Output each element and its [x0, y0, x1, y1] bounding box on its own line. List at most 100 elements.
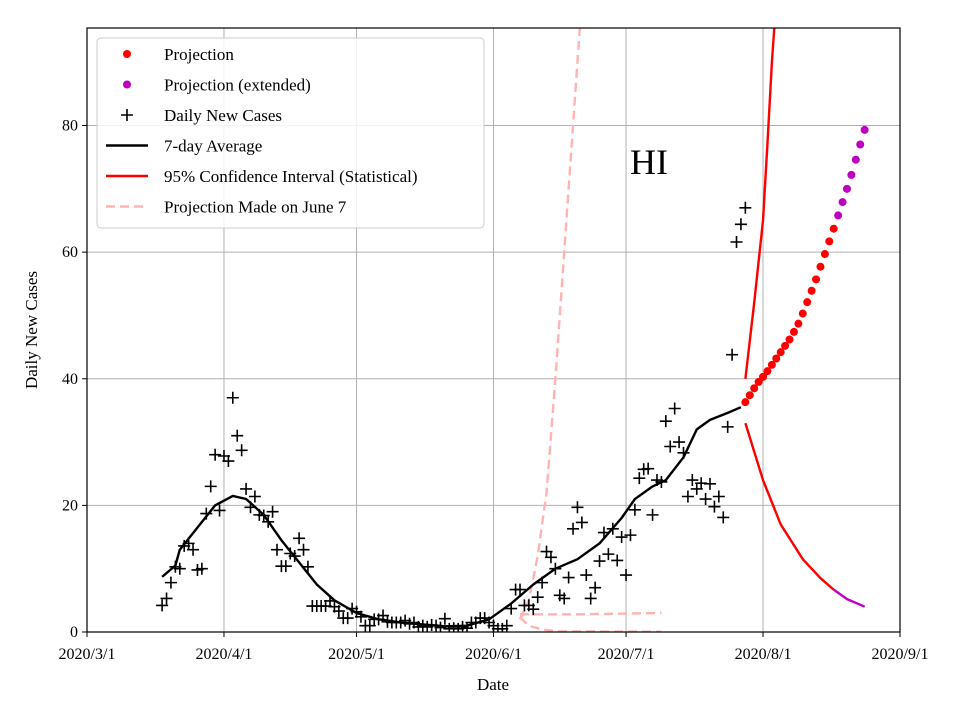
projection-extended-point: [856, 140, 865, 149]
daily-case-point: [438, 612, 451, 625]
x-axis-label: Date: [477, 675, 509, 694]
daily-case-point: [624, 529, 637, 542]
y-tick-label: 20: [62, 497, 78, 514]
daily-case-point: [739, 201, 752, 214]
projection-point: [820, 250, 829, 259]
daily-case-point: [704, 477, 717, 490]
legend-daily-new-cases-label: Daily New Cases: [164, 106, 282, 125]
projection-point: [776, 348, 785, 357]
seven-day-average-line: [161, 406, 742, 628]
x-tick-label: 2020/9/1: [872, 646, 929, 663]
projection-point: [825, 237, 834, 246]
series-layer: [156, 28, 869, 632]
projection-point: [798, 309, 807, 318]
daily-case-point: [531, 591, 544, 604]
legend-seven-day-average-label: 7-day Average: [164, 137, 262, 156]
daily-case-point: [664, 440, 677, 453]
legend-projection-extended-marker: [123, 80, 131, 89]
y-tick-label: 60: [62, 244, 78, 261]
daily-case-point: [544, 551, 557, 564]
daily-case-point: [156, 599, 169, 612]
daily-case-point: [222, 455, 235, 468]
daily-case-point: [363, 619, 376, 632]
daily-case-point: [231, 429, 244, 442]
daily-case-point: [164, 576, 177, 589]
y-tick-label: 0: [70, 624, 78, 641]
projection-point: [785, 335, 794, 344]
daily-case-point: [226, 391, 239, 404]
daily-case-point: [248, 490, 261, 503]
daily-case-point: [708, 500, 721, 513]
daily-case-point: [562, 571, 575, 584]
daily-case-point: [589, 581, 602, 594]
daily-case-point: [633, 472, 646, 485]
daily-case-point: [699, 493, 712, 506]
june7-projection-lower-line: [519, 616, 662, 632]
projection-extended-point: [847, 170, 856, 179]
daily-case-point: [580, 569, 593, 582]
daily-case-point: [244, 501, 257, 514]
daily-case-point: [354, 610, 367, 623]
daily-case-point: [332, 605, 345, 618]
legend-projection-marker: [123, 50, 131, 58]
daily-case-point: [266, 505, 279, 518]
projection-extended-point: [834, 211, 843, 220]
projection-point: [794, 319, 803, 328]
daily-case-point: [213, 504, 226, 517]
daily-case-point: [182, 537, 195, 550]
daily-case-point: [301, 560, 314, 573]
daily-case-point: [721, 420, 734, 433]
daily-case-point: [712, 490, 725, 503]
legend-confidence-interval-label: 95% Confidence Interval (Statistical): [164, 167, 418, 186]
daily-case-point: [571, 501, 584, 514]
daily-case-point: [262, 515, 275, 528]
daily-case-point: [597, 526, 610, 539]
x-tick-label: 2020/7/1: [598, 646, 655, 663]
daily-case-point: [611, 554, 624, 567]
legend-daily-new-cases-marker: [121, 109, 133, 121]
projection-point: [829, 224, 838, 233]
annotation-state: HI: [630, 142, 668, 182]
x-tick-label: 2020/6/1: [465, 646, 522, 663]
daily-case-point: [527, 603, 540, 616]
daily-case-point: [668, 402, 681, 415]
daily-case-point: [717, 511, 730, 524]
daily-case-point: [173, 562, 186, 575]
daily-case-point: [677, 446, 690, 459]
projection-point: [803, 298, 812, 307]
daily-case-point: [606, 522, 619, 535]
projection-extended-point: [851, 155, 860, 164]
daily-case-point: [584, 592, 597, 605]
projection-point: [759, 372, 768, 381]
daily-case-point: [575, 516, 588, 529]
legend-projection-extended-label: Projection (extended): [164, 76, 311, 95]
x-tick-label: 2020/4/1: [196, 646, 253, 663]
daily-case-point: [257, 509, 270, 522]
legend-projection-label: Projection: [164, 45, 234, 64]
daily-case-point: [204, 480, 217, 493]
daily-case-point: [209, 448, 222, 461]
daily-case-point: [297, 543, 310, 556]
daily-case-point: [602, 548, 615, 561]
projection-point: [807, 286, 816, 295]
projection-extended-point: [860, 125, 869, 134]
projection-point: [767, 360, 776, 369]
projection-point: [750, 384, 759, 393]
y-tick-label: 80: [62, 118, 78, 135]
ci-lower-line: [744, 422, 835, 591]
daily-case-point: [341, 612, 354, 625]
daily-case-point: [615, 531, 628, 544]
daily-case-point: [730, 235, 743, 248]
daily-case-point: [500, 619, 513, 632]
daily-case-point: [655, 475, 668, 488]
legend: Projection Projection (extended) Daily New…: [96, 37, 485, 229]
x-tick-label: 2020/8/1: [735, 646, 792, 663]
daily-case-point: [279, 560, 292, 573]
daily-case-point: [593, 555, 606, 568]
daily-case-point: [270, 543, 283, 556]
y-tick-label: 40: [62, 371, 78, 388]
projection-point: [812, 275, 821, 284]
x-tick-label: 2020/3/1: [59, 646, 116, 663]
legend-box: [96, 37, 485, 229]
